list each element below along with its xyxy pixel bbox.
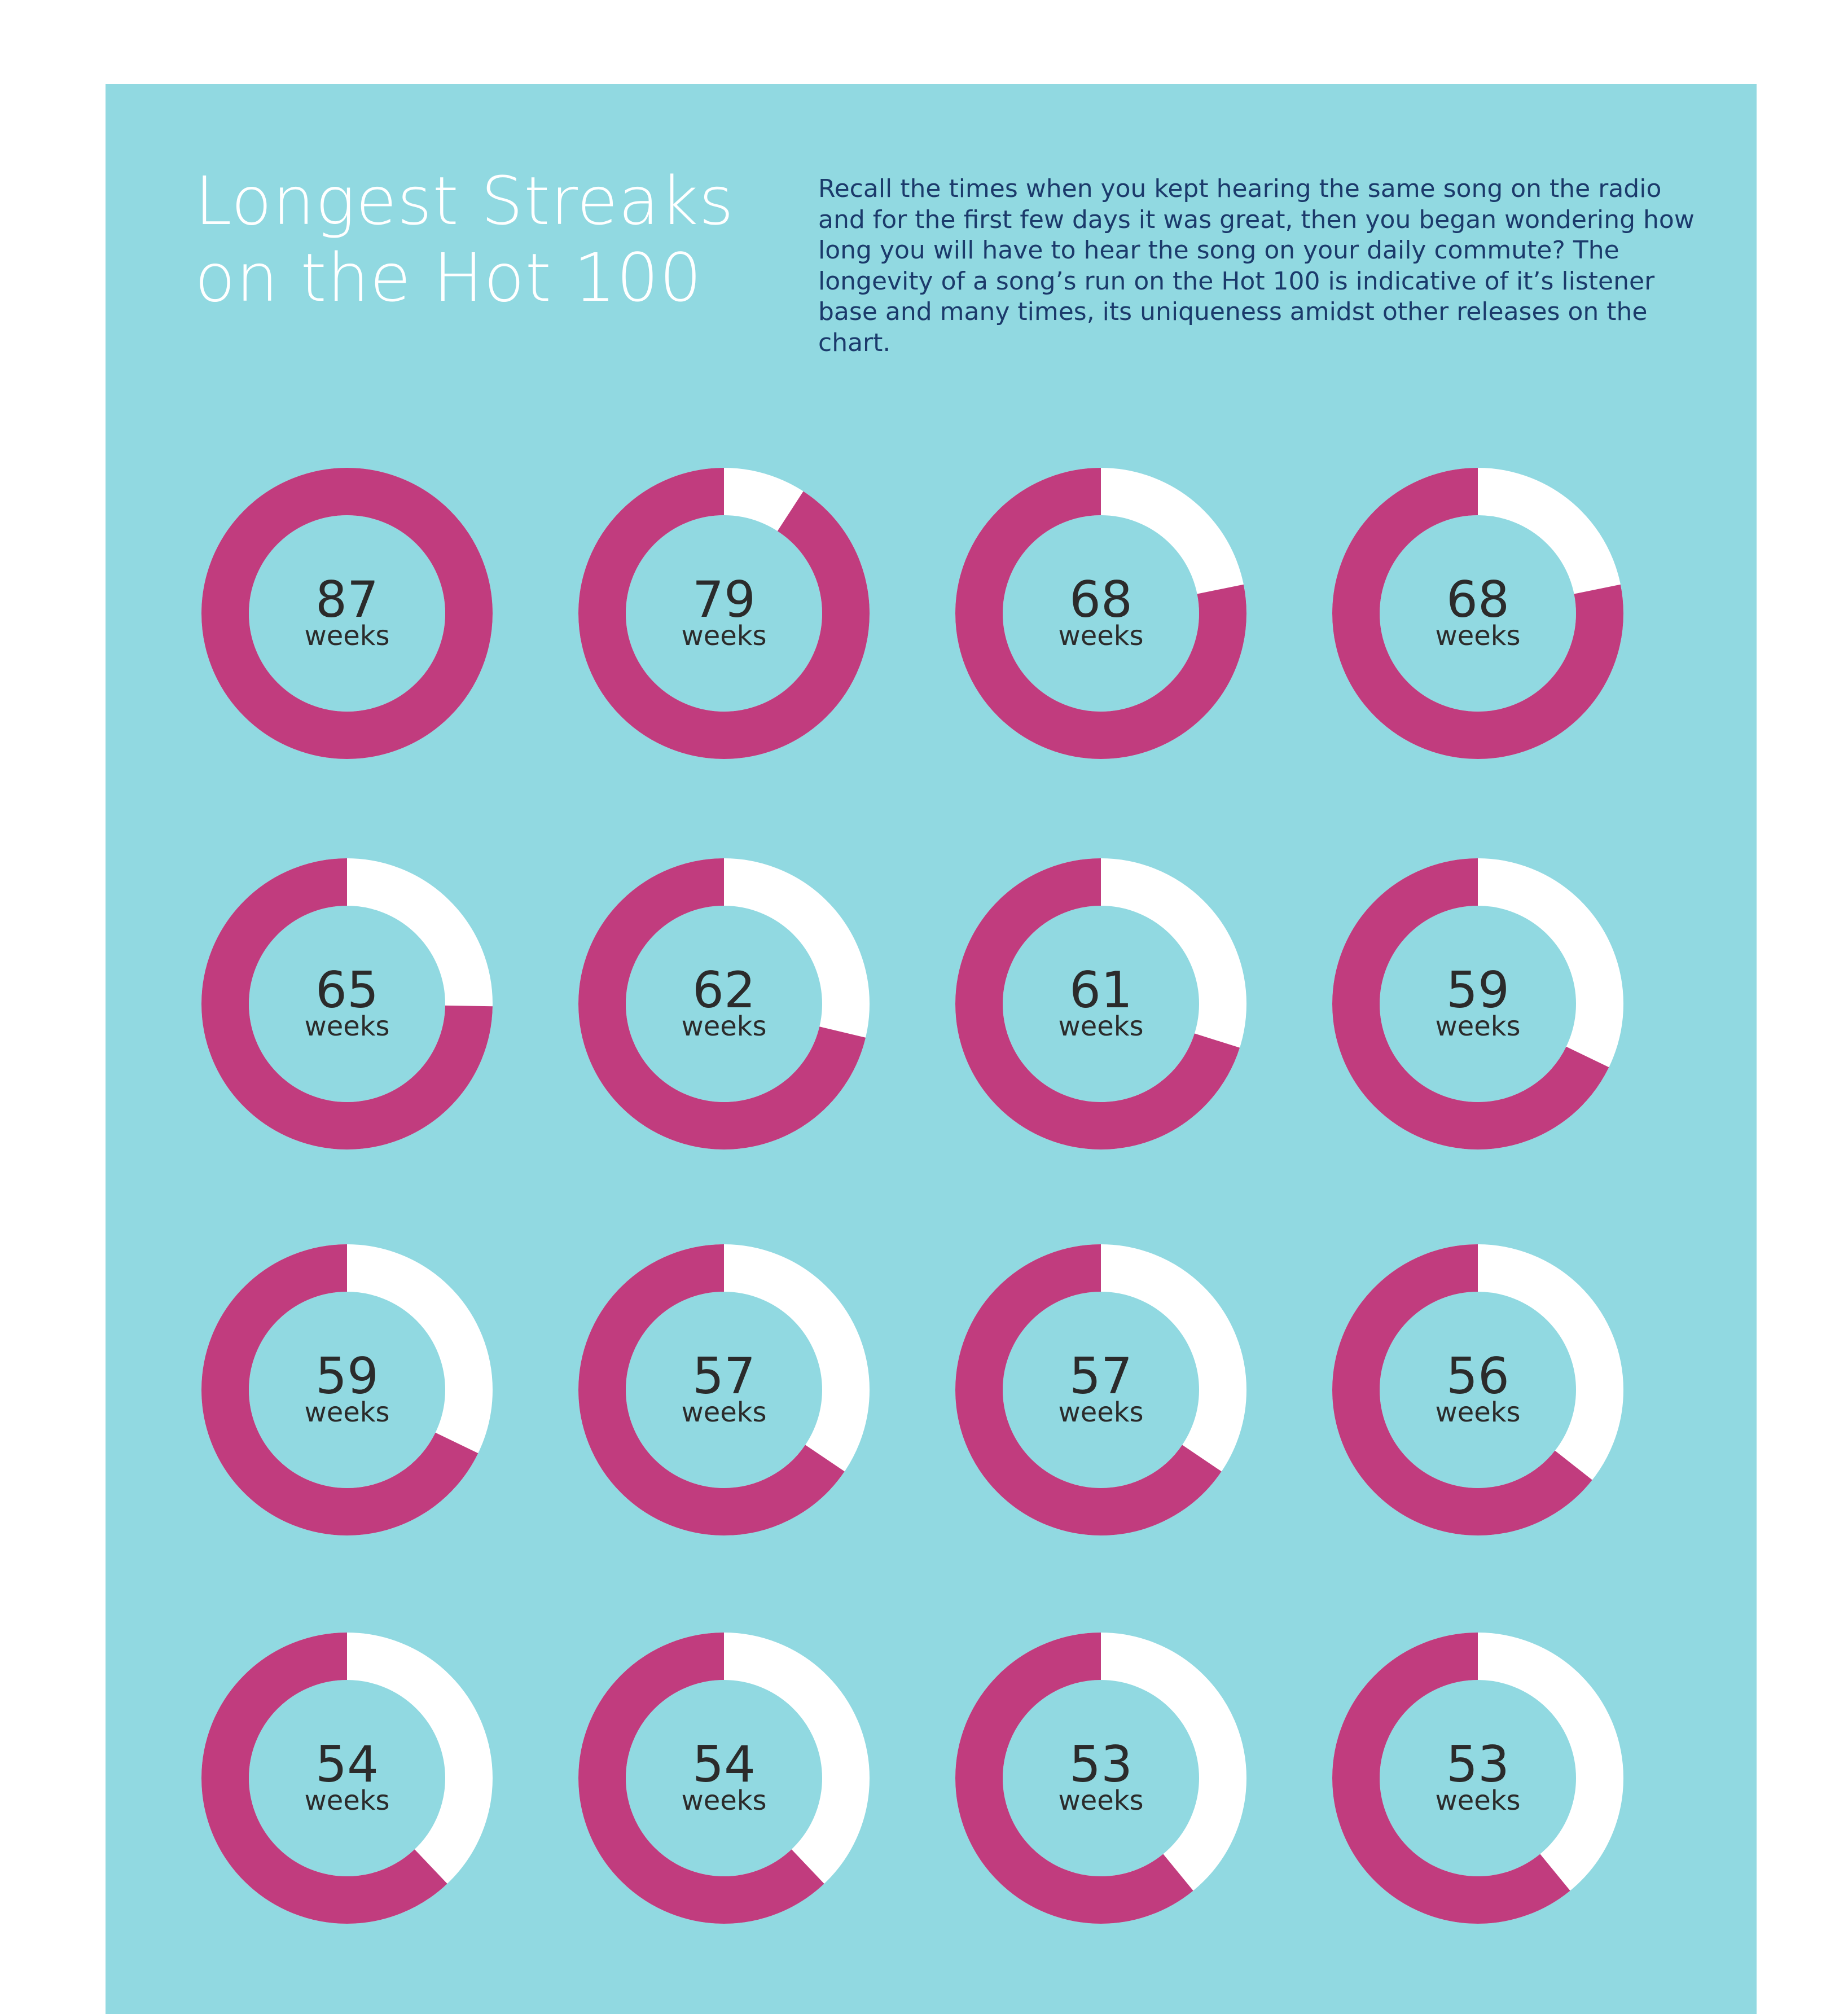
donut-filled-arc	[1332, 1244, 1623, 1535]
donut-filled-arc	[201, 1633, 493, 1924]
donut-value-label: 59	[1446, 961, 1509, 1019]
donut-unit-label: weeks	[1435, 620, 1520, 652]
donut-value-label: 57	[692, 1347, 756, 1405]
donut-value-label: 54	[315, 1735, 379, 1793]
donut-value-label: 59	[315, 1347, 379, 1405]
donut-value-label: 65	[315, 961, 379, 1019]
donut-unit-label: weeks	[681, 1785, 766, 1816]
donut-filled-arc	[578, 468, 870, 759]
donut-filled-arc	[1332, 468, 1623, 759]
donut-filled-arc	[1332, 858, 1623, 1149]
donut-unit-label: weeks	[681, 1397, 766, 1428]
donut-filled-arc	[955, 858, 1246, 1149]
donut-filled-arc	[201, 1244, 493, 1535]
donut-filled-arc	[201, 858, 493, 1149]
intro-paragraph: Recall the times when you kept hearing t…	[818, 174, 1695, 357]
donut-filled-arc	[578, 858, 870, 1149]
donut-filled-arc	[955, 468, 1246, 759]
donut-unit-label: weeks	[1058, 1785, 1143, 1816]
donut-filled-arc	[1332, 1633, 1623, 1924]
donut-unit-label: weeks	[304, 620, 389, 652]
donut-unit-label: weeks	[681, 620, 766, 652]
donut-value-label: 61	[1069, 961, 1132, 1019]
donut-value-label: 53	[1446, 1735, 1509, 1793]
donut-value-label: 68	[1069, 571, 1132, 629]
donut-filled-arc	[955, 1633, 1246, 1924]
donut-value-label: 87	[315, 571, 379, 629]
title-line-1: Longest Streaks	[195, 162, 735, 240]
donut-unit-label: weeks	[1058, 620, 1143, 652]
donut-unit-label: weeks	[304, 1397, 389, 1428]
donut-value-label: 53	[1069, 1735, 1132, 1793]
title-line-2: on the Hot 100	[195, 239, 703, 317]
donut-unit-label: weeks	[1435, 1785, 1520, 1816]
donut-unit-label: weeks	[1058, 1011, 1143, 1042]
donut-filled-arc	[578, 1633, 870, 1924]
donut-unit-label: weeks	[1435, 1011, 1520, 1042]
donut-filled-arc	[201, 468, 493, 759]
donut-unit-label: weeks	[304, 1785, 389, 1816]
donut-value-label: 57	[1069, 1347, 1132, 1405]
donut-unit-label: weeks	[1435, 1397, 1520, 1428]
page-title: Longest Streaks on the Hot 100	[195, 163, 759, 316]
donut-value-label: 68	[1446, 571, 1509, 629]
donut-unit-label: weeks	[681, 1011, 766, 1042]
donut-filled-arc	[955, 1244, 1246, 1535]
infographic-panel	[106, 84, 1757, 2014]
donut-unit-label: weeks	[304, 1011, 389, 1042]
donut-value-label: 62	[692, 961, 756, 1019]
donut-value-label: 56	[1446, 1347, 1509, 1405]
donut-value-label: 79	[692, 571, 756, 629]
donut-filled-arc	[578, 1244, 870, 1535]
donut-unit-label: weeks	[1058, 1397, 1143, 1428]
donut-value-label: 54	[692, 1735, 756, 1793]
